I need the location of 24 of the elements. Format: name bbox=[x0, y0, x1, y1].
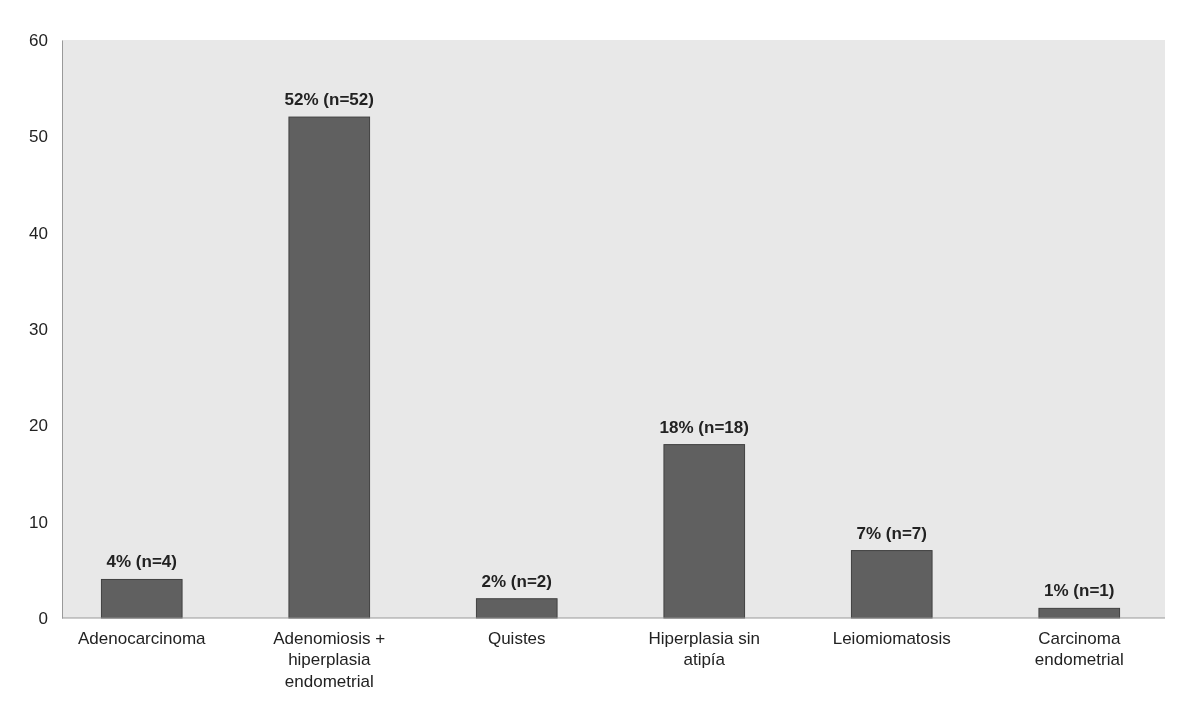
y-tick-label: 20 bbox=[29, 416, 48, 436]
y-tick-label: 40 bbox=[29, 223, 48, 243]
bar bbox=[288, 116, 371, 619]
y-tick-label: 50 bbox=[29, 127, 48, 147]
y-tick-label: 10 bbox=[29, 512, 48, 532]
y-tick-label: 60 bbox=[29, 30, 48, 50]
bar bbox=[475, 598, 558, 619]
x-tick-label: Leiomiomatosis bbox=[832, 629, 951, 649]
bar bbox=[100, 578, 183, 619]
data-label: 7% (n=7) bbox=[856, 523, 927, 543]
x-tick-label: Quistes bbox=[487, 629, 546, 649]
data-label: 1% (n=1) bbox=[1044, 581, 1115, 601]
x-tick-label: Carcinoma endometrial bbox=[1034, 629, 1124, 670]
y-tick-label: 30 bbox=[29, 319, 48, 339]
x-tick-label: Adenomiosis + hiperplasia endometrial bbox=[273, 629, 386, 691]
y-tick-label: 0 bbox=[38, 608, 48, 628]
x-tick-label: Adenocarcinoma bbox=[77, 629, 207, 649]
data-label: 52% (n=52) bbox=[284, 90, 374, 110]
x-tick-label: Hiperplasia sin atipía bbox=[648, 629, 760, 670]
bar bbox=[850, 550, 933, 619]
bar bbox=[663, 444, 746, 619]
data-label: 4% (n=4) bbox=[106, 552, 177, 572]
data-label: 18% (n=18) bbox=[659, 417, 749, 437]
data-label: 2% (n=2) bbox=[481, 571, 552, 591]
